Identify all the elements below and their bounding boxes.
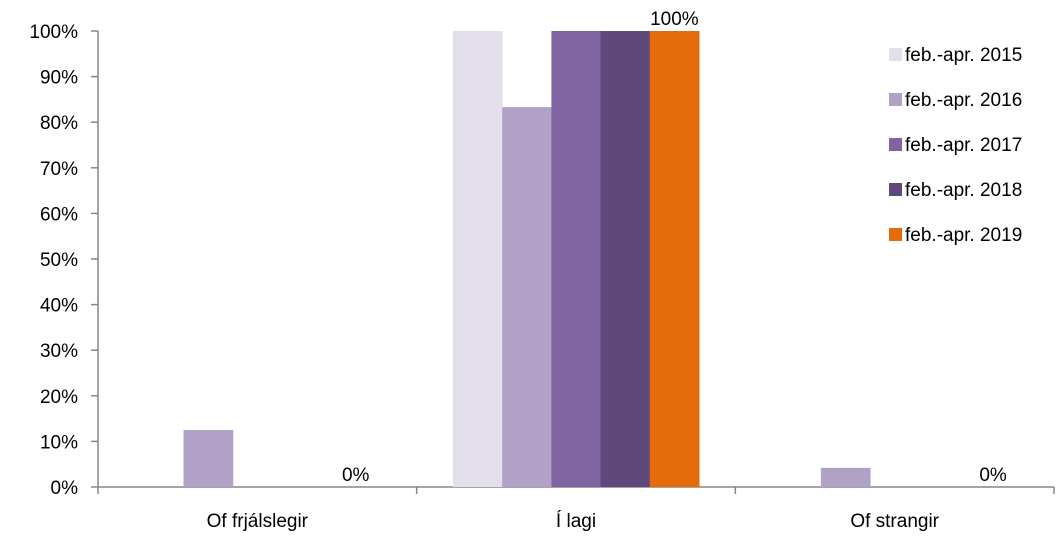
bar — [502, 107, 552, 487]
bar — [820, 467, 871, 487]
legend-swatch — [889, 138, 902, 151]
legend-swatch — [889, 93, 902, 106]
y-tick-label: 70% — [40, 159, 78, 180]
data-label: 0% — [979, 465, 1007, 486]
legend-swatch — [889, 228, 902, 241]
x-axis: Of frjálslegir Í lagi Of strangir — [97, 486, 1055, 532]
y-tick-label: 60% — [40, 204, 78, 225]
y-tick-label: 0% — [51, 478, 79, 499]
y-tick-label: 100% — [29, 22, 78, 43]
bar — [183, 430, 234, 487]
legend-label: feb.-apr. 2015 — [905, 45, 1022, 66]
bar — [649, 31, 700, 487]
legend-swatch — [889, 48, 902, 61]
bar — [551, 31, 602, 487]
data-label: 100% — [650, 9, 699, 30]
legend-label: feb.-apr. 2019 — [905, 225, 1022, 246]
data-label: 0% — [342, 465, 370, 486]
legend-swatch — [889, 183, 902, 196]
legend: feb.-apr. 2015 feb.-apr. 2016 feb.-apr. 20… — [889, 45, 1022, 246]
legend-label: feb.-apr. 2017 — [905, 135, 1022, 156]
bar — [453, 31, 503, 487]
category-label: Of frjálslegir — [207, 511, 309, 532]
bar — [600, 31, 651, 487]
y-axis: 0% 10% 20% 30% 40% 50% 60% 70% 80% 90% 100% — [29, 22, 99, 499]
y-tick-label: 50% — [40, 250, 78, 271]
category-label: Of strangir — [850, 511, 939, 532]
legend-label: feb.-apr. 2018 — [905, 180, 1022, 201]
y-tick-label: 90% — [40, 68, 78, 89]
legend-label: feb.-apr. 2016 — [905, 90, 1022, 111]
data-labels: 0% 100% 0% — [342, 9, 1007, 486]
y-tick-label: 30% — [40, 341, 78, 362]
y-tick-label: 20% — [40, 387, 78, 408]
y-tick-label: 40% — [40, 296, 78, 317]
category-label: Í lagi — [556, 511, 596, 532]
y-tick-label: 10% — [40, 432, 78, 453]
y-tick-label: 80% — [40, 113, 78, 134]
bars — [183, 31, 871, 487]
